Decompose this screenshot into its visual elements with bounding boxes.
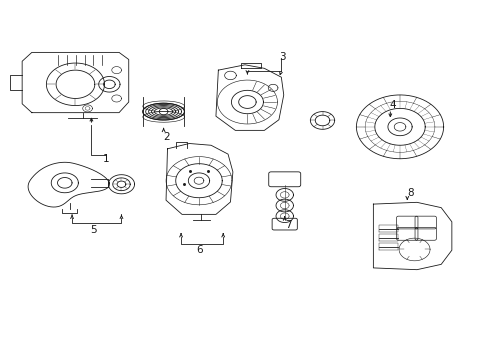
Text: 8: 8 xyxy=(407,189,414,198)
Text: 4: 4 xyxy=(390,100,396,110)
Text: 6: 6 xyxy=(196,245,203,255)
Text: 7: 7 xyxy=(285,220,292,230)
Text: 5: 5 xyxy=(90,225,97,235)
Text: 3: 3 xyxy=(279,51,286,62)
Text: 1: 1 xyxy=(102,154,109,164)
Text: 2: 2 xyxy=(163,132,170,142)
